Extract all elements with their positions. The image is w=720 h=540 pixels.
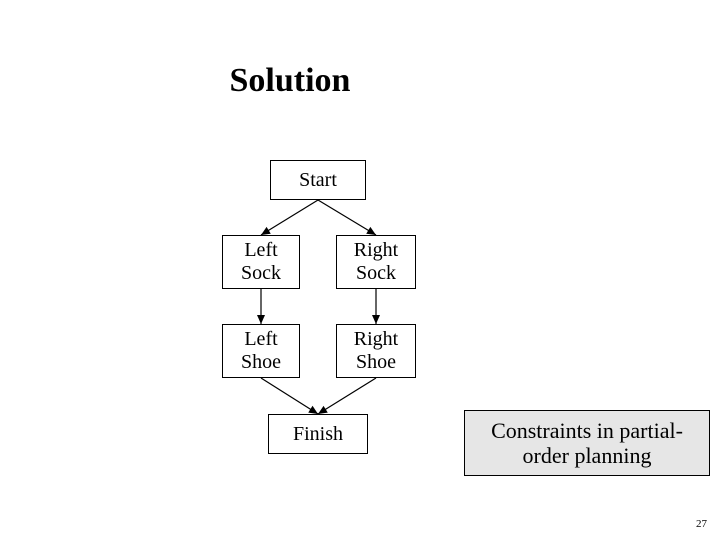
node-right-sock: RightSock xyxy=(336,235,416,289)
page-number: 27 xyxy=(696,518,707,530)
node-start-label: Start xyxy=(299,169,337,192)
node-left-shoe: LeftShoe xyxy=(222,324,300,378)
node-finish: Finish xyxy=(268,414,368,454)
node-left-sock: LeftSock xyxy=(222,235,300,289)
callout-text: Constraints in partial-order planning xyxy=(491,418,683,469)
node-finish-label: Finish xyxy=(293,423,343,446)
node-right-shoe: RightShoe xyxy=(336,324,416,378)
callout-box: Constraints in partial-order planning xyxy=(464,410,710,476)
node-left-sock-label: LeftSock xyxy=(241,239,281,285)
node-right-shoe-label: RightShoe xyxy=(354,328,398,374)
node-right-sock-label: RightSock xyxy=(354,239,398,285)
node-left-shoe-label: LeftShoe xyxy=(241,328,281,374)
slide-title: Solution xyxy=(190,62,390,100)
node-start: Start xyxy=(270,160,366,200)
